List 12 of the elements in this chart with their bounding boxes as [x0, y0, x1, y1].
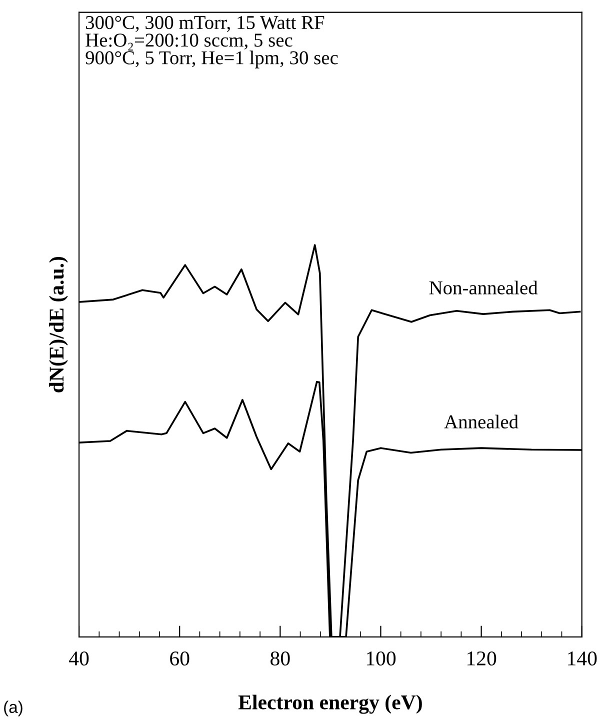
- x-tick-label: 120: [468, 651, 496, 666]
- text: 300°C, 300 mTorr, 15 Watt RF He:O₂=200:10 sccm, 5 sec 900°C, 5 Torr, He=1 lpm, 30 sec: [86, 16, 338, 68]
- x-tick-label: 140: [568, 651, 597, 666]
- x-tick-label: 100: [366, 651, 396, 666]
- series-label: Non-annealed: [429, 280, 538, 294]
- x-tick-label: 80: [270, 651, 290, 666]
- x-tick-label: 60: [170, 651, 190, 666]
- x-tick-label: 40: [69, 651, 89, 666]
- text: (a): [4, 700, 22, 716]
- x-axis-title: Electron energy (eV): [238, 694, 422, 714]
- series-label: Annealed: [444, 414, 518, 428]
- y-axis-title: dN(E)/dE (a.u.): [49, 256, 68, 392]
